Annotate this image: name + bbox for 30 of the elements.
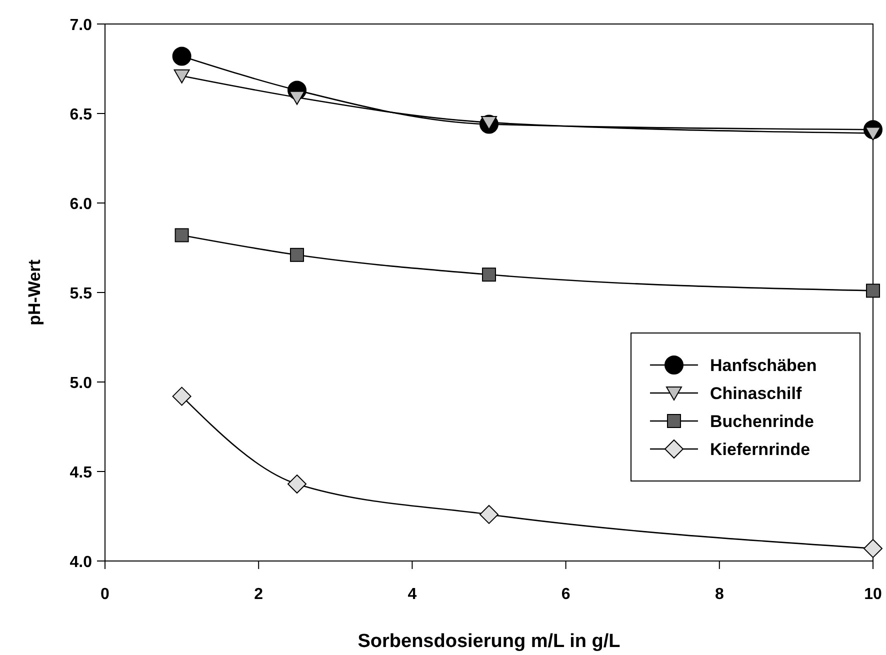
legend-label: Buchenrinde [710,412,814,431]
point [172,386,192,406]
legend-label: Chinaschilf [710,384,802,403]
x-tick-label: 6 [561,586,570,603]
y-tick-label: 5.5 [70,286,92,302]
point [482,268,496,282]
x-tick-label: 2 [254,586,264,603]
point [866,284,880,298]
point [480,504,498,524]
x-axis-title: Sorbensdosierung m/L in g/L [358,631,621,652]
y-tick-label: 6.0 [70,196,92,213]
x-tick-label: 8 [714,586,724,603]
y-tick-label: 4.0 [70,554,92,571]
point [290,248,304,262]
y-tick-label: 7.0 [70,17,92,34]
legend-label: Kiefernrinde [710,440,810,459]
point [289,90,305,105]
y-axis-title: pH-Wert [25,259,44,326]
point [288,474,306,494]
point [172,46,192,66]
x-tick-label: 4 [408,586,417,603]
x-tick-label: 0 [100,586,110,603]
point [864,538,882,558]
legend-label: Hanfschäben [710,356,817,375]
x-tick-label: 10 [864,586,882,603]
point [174,228,189,242]
y-tick-label: 4.5 [70,464,92,482]
y-tick-label: 6.5 [70,106,92,124]
y-tick-label: 5.0 [70,375,92,392]
point [174,69,190,84]
